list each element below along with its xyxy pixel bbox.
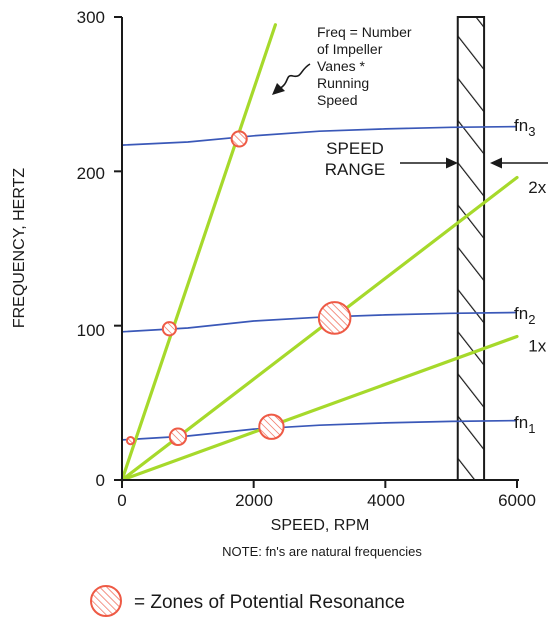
resonance-zone	[168, 427, 188, 447]
label-1x: 1x	[528, 337, 546, 356]
arrow-left-of-range	[400, 157, 458, 169]
speed-range-line-2: RANGE	[325, 160, 385, 179]
resonance-zones	[125, 130, 352, 447]
arrow-right-of-range	[490, 157, 548, 169]
y-axis-title: FREQUENCY, HERTZ	[11, 168, 28, 329]
resonance-zone	[125, 436, 136, 446]
excitation-line-vanes	[120, 23, 277, 482]
y-tick-label: 100	[77, 321, 105, 340]
note-text: NOTE: fn's are natural frequencies	[222, 544, 422, 559]
label-2x: 2x	[528, 178, 546, 197]
resonance-zone	[161, 321, 177, 337]
excitation-line-2x	[120, 175, 519, 482]
x-axis-title: SPEED, RPM	[271, 517, 370, 534]
natural-frequency-curve-3	[121, 125, 518, 146]
axes	[114, 16, 519, 488]
speed-range-label: SPEED RANGE	[325, 139, 548, 179]
label-fn2-sub: 2	[528, 312, 535, 327]
annotation-line-4: Running	[317, 75, 369, 91]
excitation-line-1x	[120, 334, 519, 482]
excitation-lines	[120, 23, 519, 482]
annotation-line-5: Speed	[317, 92, 357, 108]
x-tick-label: 4000	[367, 491, 405, 510]
annotation-line-2: of Impeller	[317, 41, 383, 57]
label-fn1-name: fn	[514, 413, 528, 432]
annotation-line-1: Freq = Number	[317, 24, 412, 40]
speed-range-line-1: SPEED	[326, 139, 384, 158]
annotation-leader-arrow	[278, 63, 311, 90]
natural-frequency-curve-1	[121, 419, 518, 441]
resonance-zone	[230, 130, 248, 148]
x-tick-label: 2000	[235, 491, 273, 510]
y-tick-label: 300	[77, 8, 105, 27]
y-tick-label: 0	[96, 471, 105, 490]
label-fn2-name: fn	[514, 304, 528, 323]
label-fn2: fn2	[514, 304, 535, 327]
legend-resonance-symbol	[90, 585, 122, 617]
legend: = Zones of Potential Resonance	[90, 585, 405, 617]
label-fn3-sub: 3	[528, 124, 535, 139]
legend-text: = Zones of Potential Resonance	[134, 592, 405, 613]
label-fn3-name: fn	[514, 116, 528, 135]
annotation-line-3: Vanes *	[317, 58, 366, 74]
label-fn1: fn1	[514, 413, 535, 436]
resonance-zone	[317, 301, 352, 335]
annotation-arrowhead	[272, 83, 285, 95]
label-fn1-sub: 1	[528, 421, 535, 436]
y-tick-label: 200	[77, 164, 105, 183]
annotation-vanes: Freq = Number of Impeller Vanes * Runnin…	[272, 24, 412, 108]
label-fn3: fn3	[514, 116, 535, 139]
x-tick-label: 6000	[498, 491, 536, 510]
resonance-zone	[258, 413, 285, 440]
x-tick-label: 0	[117, 491, 126, 510]
speed-range-band	[456, 16, 486, 481]
speed-range-rect	[456, 16, 486, 481]
